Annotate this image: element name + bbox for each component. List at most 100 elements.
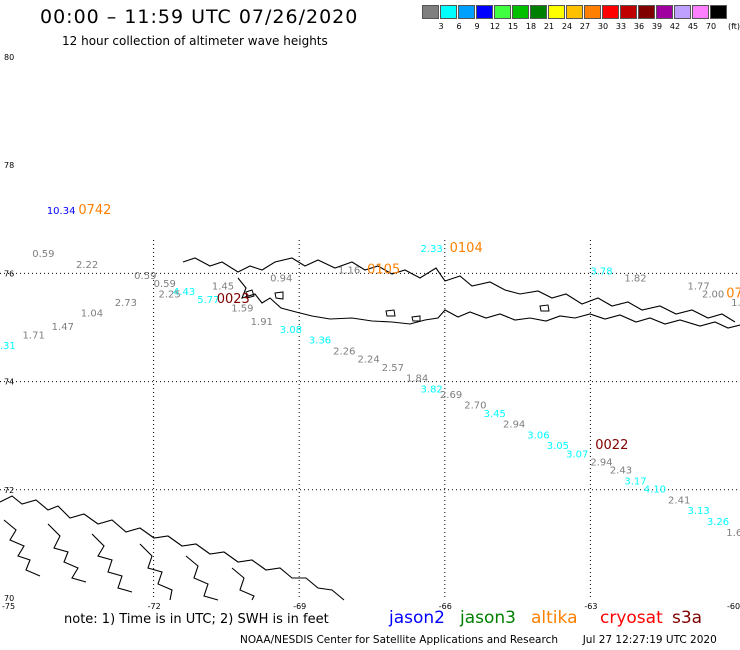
legend-swatch	[494, 5, 511, 19]
credit-timestamp: Jul 27 12:27:19 UTC 2020	[582, 634, 717, 646]
legend-value: 70	[705, 22, 717, 31]
lat-tick-label: 76	[4, 269, 14, 278]
lat-tick-label: 78	[4, 161, 14, 170]
pass-time-label: 0023	[217, 292, 250, 307]
wave-height-value: 3.36	[309, 336, 331, 347]
wave-height-value: 2.33	[421, 244, 443, 255]
wave-height-value: 4.43	[173, 287, 195, 298]
legend-value: 33	[615, 22, 627, 31]
wave-height-value: 1.94	[731, 298, 740, 309]
wave-height-value: 0.59	[154, 279, 176, 290]
legend-value: 36	[633, 22, 645, 31]
wave-height-value: 3.08	[280, 325, 302, 336]
map-title: 00:00 – 11:59 UTC 07/26/2020	[40, 6, 359, 28]
footer-credit: NOAA/NESDIS Center for Satellite Applica…	[240, 634, 717, 646]
lat-lon-grid	[0, 240, 740, 598]
lon-tick-label: -60	[727, 602, 740, 611]
legend-swatch	[440, 5, 457, 19]
footer-note: note: 1) Time is in UTC; 2) SWH is in fe…	[64, 612, 329, 627]
coastline	[0, 257, 740, 601]
lon-tick-label: -63	[584, 602, 597, 611]
wave-height-value: 5.77	[197, 295, 219, 306]
wave-height-value: 3.06	[527, 430, 549, 441]
wave-height-value: 3.26	[707, 517, 729, 528]
legend-swatch	[584, 5, 601, 19]
legend-value: 18	[525, 22, 537, 31]
legend-swatch	[674, 5, 691, 19]
wave-height-value: 2.22	[76, 260, 98, 271]
credit-organization: NOAA/NESDIS Center for Satellite Applica…	[240, 634, 558, 646]
legend-swatch	[422, 5, 439, 19]
legend-swatch	[512, 5, 529, 19]
wave-height-value: 2.43	[610, 466, 632, 477]
wave-height-value: 3.78	[590, 266, 612, 277]
legend-value: 21	[543, 22, 555, 31]
pass-time-label: 0742	[78, 203, 111, 218]
lon-tick-label: -66	[439, 602, 452, 611]
coastal-islands	[245, 289, 550, 322]
legend-value: 45	[687, 22, 699, 31]
legend-value: 6	[456, 22, 462, 31]
wave-height-value: 2.94	[503, 420, 525, 431]
lon-tick-label: -75	[2, 602, 15, 611]
wave-height-value: 2.00	[702, 290, 724, 301]
lon-tick-label: -69	[293, 602, 306, 611]
altimeter-labels: 10.340.592.220.590.59 1.450.941.162.334.4…	[0, 203, 740, 539]
wave-height-value: 2.57	[382, 363, 404, 374]
legend-swatch	[692, 5, 709, 19]
sat-s3a: s3a	[672, 608, 703, 628]
map-subtitle: 12 hour collection of altimeter wave hei…	[62, 34, 328, 48]
legend-value: 24	[561, 22, 573, 31]
wave-height-value: 2.94	[590, 457, 612, 468]
wave-height-value: 1.82	[624, 274, 646, 285]
legend-value: 9	[474, 22, 480, 31]
wave-height-value: 2.41	[668, 495, 690, 506]
legend-value: 15	[507, 22, 519, 31]
wave-height-value: 1.77	[687, 282, 709, 293]
pass-time-label: 0022	[595, 438, 628, 453]
wave-height-value: 1.45	[212, 282, 234, 293]
sat-jason3: jason3	[460, 608, 516, 628]
legend-swatch	[710, 5, 727, 19]
wave-height-value: 2.26	[333, 347, 355, 358]
legend-swatch	[602, 5, 619, 19]
legend-swatch	[638, 5, 655, 19]
legend-swatch	[548, 5, 565, 19]
wave-height-value: 2.24	[357, 355, 379, 366]
wave-height-value: 1.84	[406, 374, 428, 385]
lat-tick-label: 70	[4, 594, 14, 603]
wave-height-value: 3.05	[547, 441, 569, 452]
wave-height-value: 1.71	[23, 330, 45, 341]
legend-unit: (ft)	[727, 22, 740, 31]
wave-height-value: 2.70	[464, 401, 486, 412]
axis-tick-labels: 80 78 76 74 72 70-75 -72 -69 -66 -63 -60	[2, 53, 740, 611]
wave-height-value: 1.91	[251, 317, 273, 328]
lat-tick-label: 80	[4, 53, 14, 62]
legend-swatch	[476, 5, 493, 19]
pass-time-label: 0105	[367, 262, 400, 277]
sat-altika: altika	[531, 608, 578, 628]
legend-value: 42	[669, 22, 681, 31]
wave-height-value: 4.31	[0, 341, 16, 352]
wave-height-value: 3.45	[484, 409, 506, 420]
lat-tick-label: 74	[4, 378, 14, 387]
greenland-coastline	[182, 257, 740, 329]
wave-height-value: 4.10	[644, 485, 666, 496]
legend-value: 39	[651, 22, 663, 31]
wave-height-value: 2.25	[158, 290, 180, 301]
pass-time-label: 0104	[450, 241, 483, 256]
baffin-island-coastline	[0, 495, 345, 601]
sat-jason2: jason2	[389, 608, 445, 628]
wave-height-value: 3.17	[624, 476, 646, 487]
legend-swatch	[656, 5, 673, 19]
wave-height-value: 2.73	[115, 298, 137, 309]
lon-tick-label: -72	[148, 602, 161, 611]
sat-cryosat: cryosat	[600, 608, 663, 628]
wave-height-value: 0.59	[32, 249, 54, 260]
wave-height-value: 1.47	[52, 322, 74, 333]
legend-swatch	[566, 5, 583, 19]
wave-height-value: 3.13	[687, 506, 709, 517]
legend-value: 3	[438, 22, 444, 31]
